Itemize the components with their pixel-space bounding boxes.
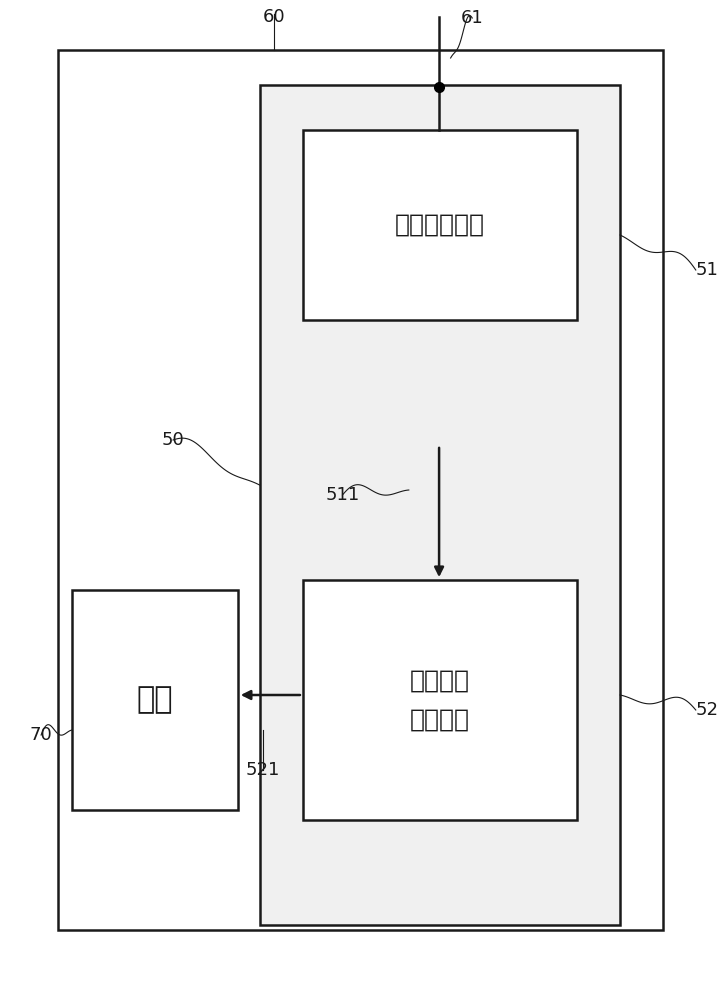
Text: 70: 70 (30, 726, 53, 744)
Text: 51: 51 (696, 261, 719, 279)
Text: 控制信号
产生单元: 控制信号 产生单元 (410, 668, 470, 732)
Text: 511: 511 (325, 486, 360, 504)
Text: 电流感知单元: 电流感知单元 (395, 213, 485, 237)
Bar (72, 590, 238, 810)
Bar (260, 85, 620, 925)
Text: 521: 521 (246, 761, 280, 779)
Text: 61: 61 (461, 9, 484, 27)
Text: 50: 50 (162, 431, 185, 449)
Text: 52: 52 (696, 701, 719, 719)
Bar (303, 580, 577, 820)
Bar (303, 130, 577, 320)
Text: 60: 60 (262, 8, 286, 26)
Text: 风扇: 风扇 (137, 686, 173, 714)
Bar (58, 50, 663, 930)
